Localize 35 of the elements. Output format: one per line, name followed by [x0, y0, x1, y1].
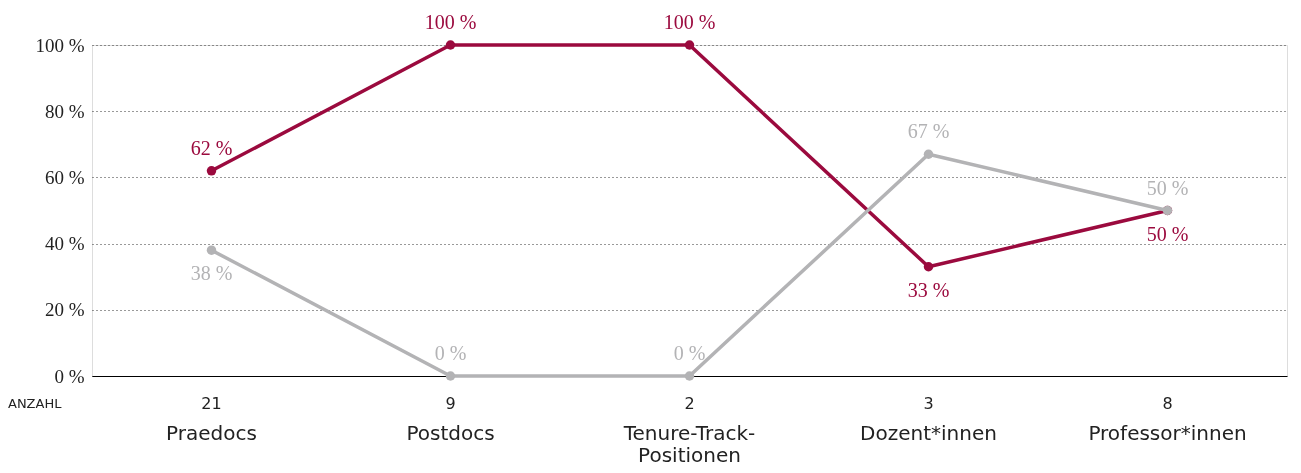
- x-tick-label: Tenure-Track-Positionen: [622, 421, 756, 467]
- text: 2: [684, 394, 695, 413]
- text: ANZAHL: [8, 396, 63, 411]
- y-tick-label: 20 %: [44, 299, 85, 321]
- point: [923, 149, 934, 159]
- x-tick-label: Postdocs: [406, 421, 495, 445]
- text: 8: [1162, 394, 1173, 413]
- data-label: 50 %: [1146, 176, 1189, 199]
- point: [206, 166, 217, 176]
- point: [923, 262, 934, 272]
- y-tick-label: 60 %: [44, 166, 85, 188]
- x-tick-label: Praedocs: [166, 421, 257, 445]
- data-label: 33 %: [907, 278, 950, 301]
- data-label: 62 %: [190, 136, 233, 159]
- y-tick-label: 0 %: [54, 365, 85, 387]
- text: 21: [201, 394, 222, 413]
- data-label: 50 %: [1146, 222, 1189, 245]
- text: 9: [445, 394, 456, 413]
- point: [445, 40, 456, 50]
- data-label: 0 %: [673, 342, 706, 364]
- y-tick-label: 40 %: [44, 233, 85, 255]
- y-tick-label: 80 %: [44, 100, 85, 122]
- data-label: 67 %: [907, 120, 950, 143]
- point: [206, 245, 217, 255]
- data-label: 100 %: [663, 11, 716, 33]
- data-label: 100 %: [424, 11, 477, 33]
- point: [445, 371, 456, 381]
- text: 3: [923, 394, 934, 413]
- data-label: 0 %: [434, 342, 467, 364]
- x-tick-label: Professor*innen: [1088, 421, 1247, 445]
- point: [684, 371, 695, 381]
- y-tick-label: 100 %: [35, 34, 85, 56]
- data-label: 38 %: [190, 262, 233, 285]
- x-tick-label: Dozent*innen: [860, 421, 997, 445]
- point: [684, 40, 695, 50]
